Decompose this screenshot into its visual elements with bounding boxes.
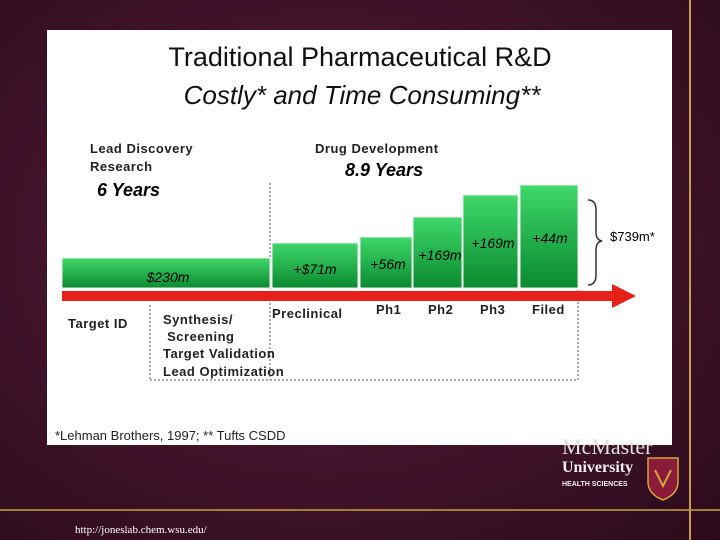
stage-label: Synthesis/ bbox=[163, 312, 233, 327]
stage-label: Ph1 bbox=[376, 302, 401, 317]
step bbox=[271, 242, 359, 289]
cost-label: +$71m bbox=[293, 261, 337, 277]
stage-label: Target Validation bbox=[163, 346, 275, 361]
stage-label: Filed bbox=[532, 302, 565, 317]
stage-label: Ph2 bbox=[428, 302, 453, 317]
subtitle: Costly* and Time Consuming** bbox=[184, 80, 542, 110]
phase-label: Drug Development bbox=[315, 141, 439, 156]
cost-label: +56m bbox=[370, 256, 406, 272]
title: Traditional Pharmaceutical R&D bbox=[168, 42, 551, 72]
timeline-arrow bbox=[62, 284, 636, 308]
cost-label: $230m bbox=[146, 269, 190, 285]
step bbox=[412, 216, 463, 289]
logo-line: University bbox=[562, 459, 633, 476]
cost-label: +44m bbox=[532, 230, 568, 246]
cost-label: +169m bbox=[418, 247, 462, 263]
stage-label: Target ID bbox=[68, 316, 128, 331]
stage-label: Lead Optimization bbox=[163, 364, 284, 379]
phase-label: Research bbox=[90, 159, 153, 174]
step bbox=[359, 236, 413, 289]
step bbox=[462, 194, 519, 289]
stage-label: Ph3 bbox=[480, 302, 505, 317]
brace bbox=[587, 199, 603, 286]
url: http://joneslab.chem.wsu.edu/ bbox=[75, 524, 208, 536]
crest bbox=[647, 457, 679, 501]
total-cost: $739m* bbox=[610, 229, 655, 244]
step bbox=[61, 257, 271, 289]
logo-name: McMaster bbox=[562, 434, 653, 459]
phase-duration: 8.9 Years bbox=[345, 160, 423, 180]
step bbox=[519, 184, 579, 289]
logo-line: HEALTH SCIENCES bbox=[562, 481, 628, 488]
cost-label: +169m bbox=[471, 235, 515, 251]
dashed-frame bbox=[149, 183, 579, 381]
cost-steps bbox=[61, 184, 579, 289]
footnote: *Lehman Brothers, 1997; ** Tufts CSDD bbox=[55, 428, 286, 443]
stage-label: Preclinical bbox=[272, 306, 343, 321]
crest-mark bbox=[654, 469, 672, 489]
phase-label: Lead Discovery bbox=[90, 141, 193, 156]
stage-label: Screening bbox=[163, 329, 234, 344]
phase-duration: 6 Years bbox=[97, 180, 160, 200]
